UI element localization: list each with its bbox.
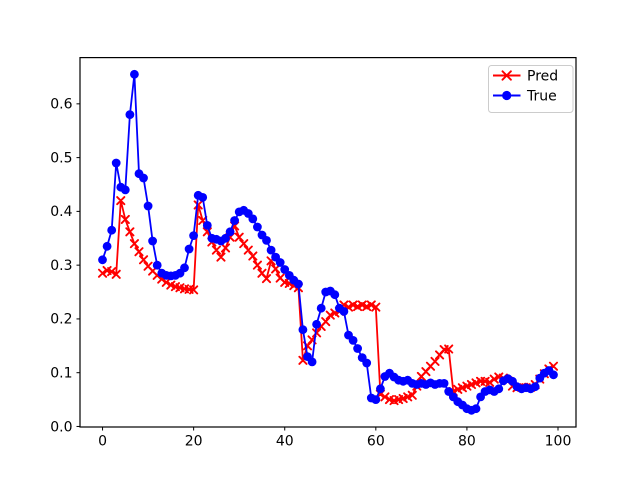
data-point-dot — [253, 222, 262, 232]
true-circle-markers — [98, 69, 558, 415]
data-point-dot — [353, 344, 362, 353]
x-tick-label: 60 — [367, 434, 385, 450]
x-tick-label: 40 — [276, 434, 294, 450]
data-point-dot — [120, 185, 130, 195]
data-point-dot — [494, 384, 504, 394]
data-point-dot — [530, 382, 540, 392]
data-point-dot — [348, 336, 358, 345]
data-point-dot — [316, 303, 326, 313]
legend-label-pred: Pred — [527, 68, 558, 84]
data-point-dot — [298, 325, 308, 335]
y-tick-label: 0.2 — [50, 312, 72, 328]
data-point-dot — [130, 69, 139, 79]
data-point-dot — [107, 225, 117, 235]
data-point-dot — [248, 214, 258, 224]
plot-area — [80, 57, 576, 427]
legend-circle-marker-icon — [502, 90, 512, 101]
data-point-dot — [152, 260, 162, 270]
data-point-dot — [225, 227, 235, 237]
data-point-dot — [312, 319, 321, 329]
x-tick-label: 80 — [458, 434, 476, 450]
x-tick-label: 0 — [98, 434, 107, 450]
data-point-dot — [98, 255, 107, 265]
plot-frame — [79, 56, 577, 428]
y-tick-label: 0.4 — [50, 204, 72, 220]
legend: Pred True — [488, 65, 574, 113]
data-point-dot — [275, 258, 285, 267]
data-point-dot — [139, 173, 148, 183]
y-tick-label: 0.6 — [50, 97, 72, 113]
data-point-dot — [362, 358, 372, 368]
data-point-dot — [339, 307, 349, 316]
data-point-dot — [125, 110, 135, 119]
data-point-dot — [549, 370, 558, 380]
data-point-dot — [294, 279, 303, 289]
data-point-dot — [189, 231, 199, 241]
data-point-dot — [307, 357, 317, 367]
data-point-dot — [111, 158, 121, 168]
data-point-dot — [230, 216, 240, 225]
y-tick-label: 0.1 — [50, 365, 72, 381]
data-point-dot — [439, 379, 449, 388]
y-tick-label: 0.3 — [50, 258, 72, 274]
y-tick-label: 0.0 — [50, 419, 72, 435]
data-point-dot — [184, 244, 194, 254]
data-point-dot — [262, 236, 271, 245]
data-point-dot — [102, 241, 112, 251]
data-point-dot — [280, 265, 290, 274]
legend-x-marker-icon — [501, 70, 512, 81]
data-point-dot — [202, 221, 212, 230]
data-point-dot — [266, 245, 276, 255]
data-point-dot — [471, 404, 481, 414]
data-point-dot — [143, 201, 153, 211]
data-point-dot — [180, 263, 189, 273]
data-point-dot — [198, 193, 208, 202]
data-point-dot — [148, 236, 158, 246]
y-tick-label: 0.5 — [50, 150, 72, 166]
x-tick-label: 20 — [185, 434, 203, 450]
data-point-dot — [376, 384, 385, 394]
data-point-dot — [371, 395, 381, 404]
legend-label-true: True — [526, 88, 557, 104]
x-tick-label: 100 — [545, 434, 572, 450]
data-point-dot — [221, 233, 230, 243]
data-point-dot — [330, 290, 340, 300]
